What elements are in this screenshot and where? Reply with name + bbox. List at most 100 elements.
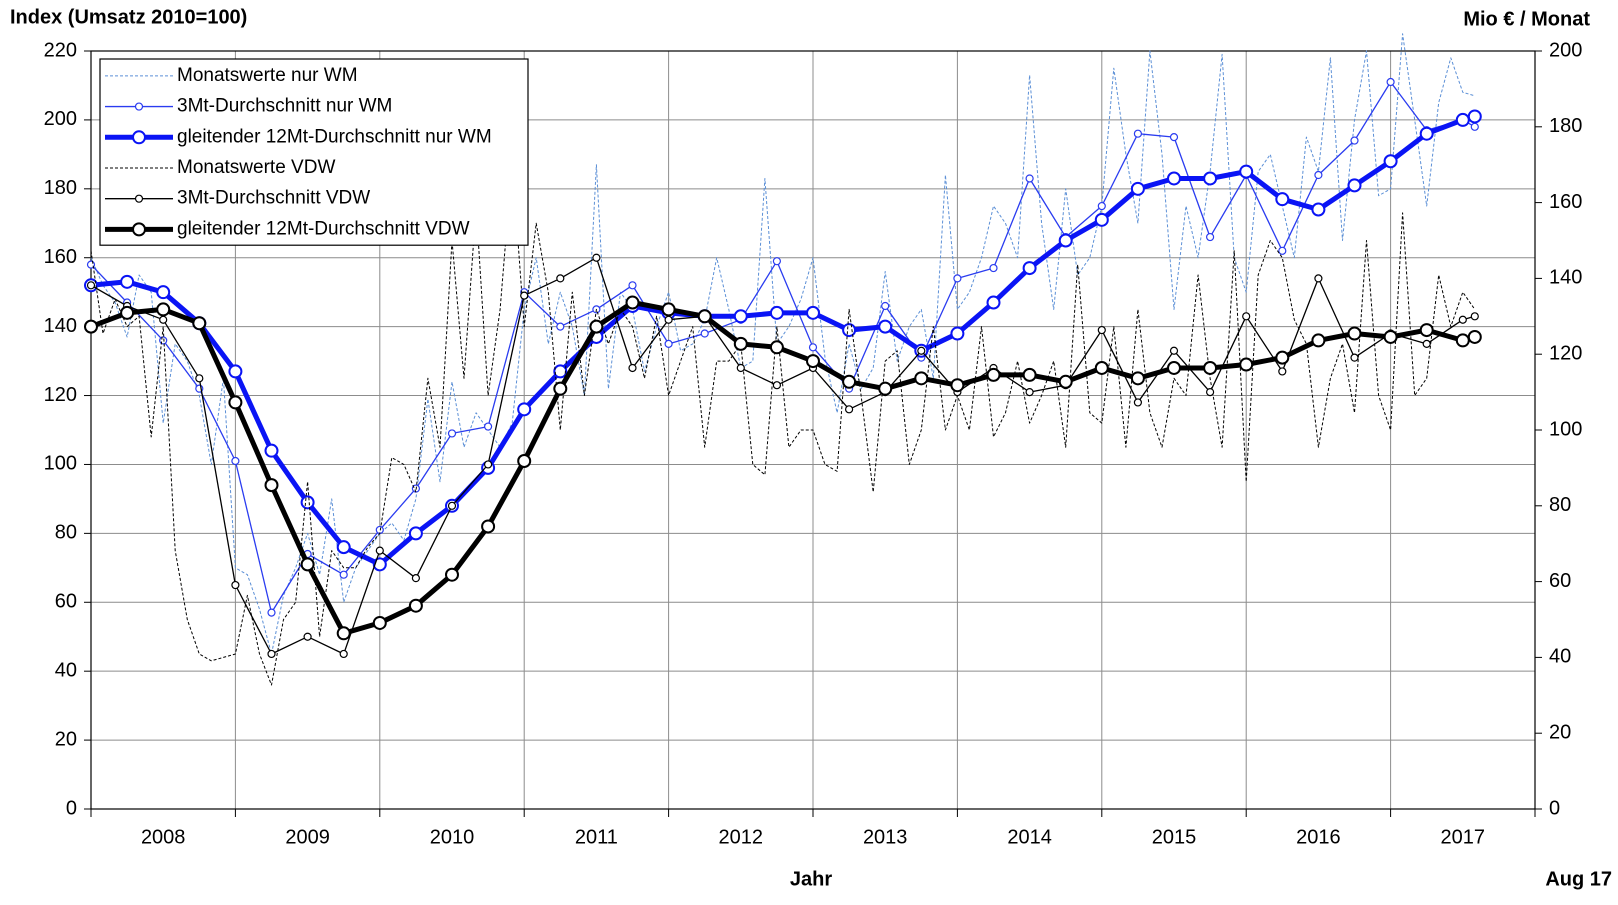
- x-tick-label: 2015: [1152, 826, 1197, 848]
- series-marker: [231, 580, 240, 590]
- legend-marker: [134, 102, 144, 111]
- x-tick-label: 2014: [1007, 826, 1052, 848]
- series-marker: [1419, 126, 1434, 141]
- y-tick-label: 120: [44, 384, 77, 406]
- series-marker: [1239, 164, 1254, 179]
- legend-box: [99, 58, 529, 246]
- series-marker: [192, 316, 207, 331]
- y2-tick-label: 80: [1549, 494, 1571, 516]
- y-tick-label: 20: [55, 728, 77, 750]
- series-marker: [1311, 333, 1326, 348]
- y2-tick-label: 0: [1549, 797, 1560, 819]
- series-marker: [84, 319, 98, 334]
- series-marker: [339, 649, 348, 659]
- series-marker: [447, 501, 457, 510]
- date-note: Aug 17: [1545, 868, 1612, 890]
- series-marker: [556, 274, 565, 283]
- series-marker: [806, 354, 820, 369]
- series-line: [90, 81, 1476, 614]
- y2-tick-label: 180: [1549, 115, 1582, 137]
- series-marker: [1383, 154, 1398, 169]
- series-marker: [733, 309, 748, 324]
- series-marker: [1133, 398, 1143, 407]
- y2-tick-label: 200: [1549, 39, 1582, 61]
- series-marker: [336, 626, 351, 641]
- series-marker: [628, 363, 637, 373]
- series-marker: [1094, 212, 1109, 227]
- series-marker: [878, 381, 893, 396]
- series-marker: [303, 632, 312, 641]
- series-marker: [1130, 181, 1145, 196]
- series-marker: [1347, 326, 1362, 341]
- y-tick-label: 200: [44, 108, 77, 130]
- series-marker: [120, 305, 135, 320]
- series-marker: [842, 374, 857, 389]
- series-marker: [664, 315, 673, 324]
- series-marker: [986, 367, 1001, 382]
- legend-label: 3Mt-Durchschnitt VDW: [177, 188, 370, 209]
- legend-label: gleitender 12Mt-Durchschnitt VDW: [177, 218, 470, 239]
- series-marker: [769, 305, 784, 320]
- series-line: [90, 300, 1476, 636]
- series-marker: [1350, 136, 1359, 145]
- series-marker: [808, 343, 818, 352]
- series-marker: [1133, 129, 1143, 138]
- series-marker: [1455, 112, 1470, 127]
- series-marker: [228, 364, 243, 379]
- series-marker: [1470, 312, 1479, 321]
- series-marker: [1239, 357, 1254, 372]
- series-marker: [1058, 233, 1073, 248]
- series-marker: [1058, 374, 1073, 389]
- series-marker: [1205, 232, 1215, 242]
- series-marker: [700, 329, 709, 338]
- y2-tick-label: 20: [1549, 721, 1571, 743]
- series-marker: [1203, 171, 1218, 186]
- y2-tick-label: 100: [1549, 418, 1582, 440]
- series-marker: [159, 315, 168, 324]
- series-marker: [517, 454, 532, 469]
- series-marker: [733, 336, 748, 351]
- series-marker: [1458, 315, 1467, 324]
- left-axis-title: Index (Umsatz 2010=100): [10, 6, 247, 28]
- series-marker: [1419, 323, 1434, 338]
- series-marker: [445, 567, 459, 582]
- x-tick-label: 2010: [430, 826, 475, 848]
- series-marker: [1094, 360, 1109, 375]
- series-marker: [953, 274, 962, 283]
- series-marker: [1455, 333, 1470, 348]
- series-marker: [1311, 202, 1326, 217]
- series-marker: [231, 456, 240, 466]
- series-marker: [881, 301, 890, 311]
- series-marker: [484, 460, 493, 469]
- y-tick-label: 40: [55, 659, 77, 681]
- series-marker: [228, 395, 243, 410]
- series-marker: [844, 405, 854, 414]
- legend-marker: [132, 222, 146, 237]
- series-marker: [1278, 246, 1287, 255]
- series-marker: [264, 478, 279, 493]
- y2-tick-label: 120: [1549, 342, 1582, 364]
- legend-marker: [132, 130, 146, 145]
- x-tick-label: 2017: [1441, 826, 1486, 848]
- x-tick-label: 2009: [285, 826, 330, 848]
- y-tick-label: 160: [44, 246, 77, 268]
- series-marker: [1167, 360, 1181, 375]
- x-axis-title: Jahr: [790, 868, 832, 890]
- series-marker: [1467, 109, 1482, 124]
- series-marker: [1205, 388, 1215, 397]
- series-marker: [300, 557, 315, 572]
- series-marker: [1386, 77, 1395, 87]
- series-marker: [625, 295, 640, 310]
- series-marker: [736, 363, 745, 373]
- series-marker: [697, 309, 712, 324]
- series-marker: [664, 339, 673, 348]
- series-marker: [878, 319, 893, 334]
- series-marker: [375, 546, 384, 555]
- series-marker: [481, 519, 496, 534]
- series-marker: [267, 649, 276, 659]
- series-marker: [408, 526, 423, 541]
- series-marker: [592, 253, 601, 262]
- series-marker: [1350, 353, 1359, 362]
- series-marker: [372, 557, 387, 572]
